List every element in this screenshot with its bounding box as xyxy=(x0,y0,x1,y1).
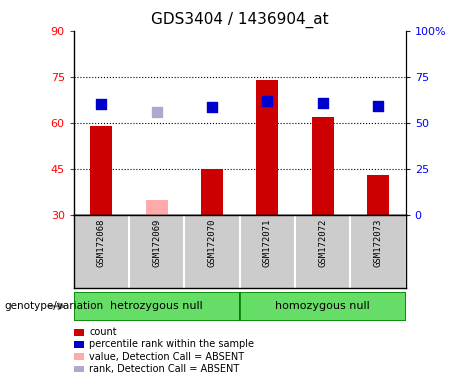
Text: GSM172072: GSM172072 xyxy=(318,219,327,267)
Bar xyxy=(74,353,84,360)
Text: homozygous null: homozygous null xyxy=(275,301,370,311)
Text: hetrozygous null: hetrozygous null xyxy=(110,301,203,311)
Bar xyxy=(90,126,112,215)
Bar xyxy=(367,175,389,215)
Bar xyxy=(74,341,84,348)
Text: GSM172070: GSM172070 xyxy=(207,219,217,267)
Text: count: count xyxy=(89,327,117,337)
Bar xyxy=(74,292,240,321)
Point xyxy=(98,101,105,107)
Bar xyxy=(256,80,278,215)
Title: GDS3404 / 1436904_at: GDS3404 / 1436904_at xyxy=(151,12,329,28)
Point xyxy=(208,104,216,110)
Point xyxy=(319,99,326,106)
Text: GSM172073: GSM172073 xyxy=(373,219,383,267)
Bar xyxy=(201,169,223,215)
Text: value, Detection Call = ABSENT: value, Detection Call = ABSENT xyxy=(89,352,244,362)
Text: GSM172068: GSM172068 xyxy=(97,219,106,267)
Bar xyxy=(240,292,406,321)
Bar xyxy=(74,366,84,372)
Bar xyxy=(312,117,334,215)
Point xyxy=(264,98,271,104)
Text: genotype/variation: genotype/variation xyxy=(5,301,104,311)
Text: GSM172069: GSM172069 xyxy=(152,219,161,267)
Text: rank, Detection Call = ABSENT: rank, Detection Call = ABSENT xyxy=(89,364,240,374)
Text: percentile rank within the sample: percentile rank within the sample xyxy=(89,339,254,349)
Bar xyxy=(146,200,168,215)
Point xyxy=(153,109,160,115)
Text: GSM172071: GSM172071 xyxy=(263,219,272,267)
Point xyxy=(374,103,382,109)
Bar xyxy=(74,329,84,336)
